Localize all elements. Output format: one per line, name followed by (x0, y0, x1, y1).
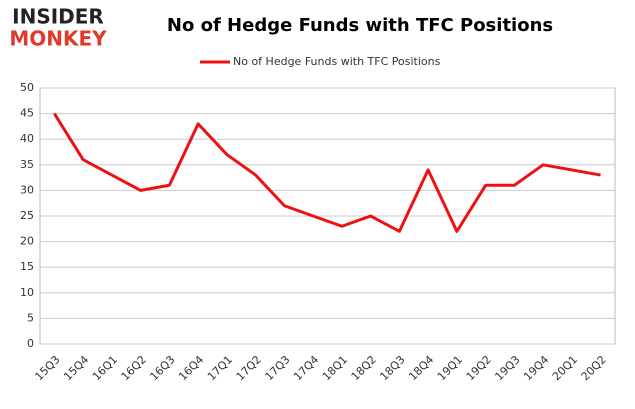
y-tick-label: 5 (27, 311, 34, 324)
y-tick-label: 15 (20, 260, 34, 273)
y-tick-label: 25 (20, 209, 34, 222)
y-tick-label: 0 (27, 337, 34, 350)
y-tick-label: 10 (20, 286, 34, 299)
y-tick-label: 20 (20, 235, 34, 248)
y-tick-label: 35 (20, 158, 34, 171)
logo-line2: MONKEY (9, 27, 107, 51)
y-tick-label: 30 (20, 183, 34, 196)
series-line (53, 112, 601, 233)
y-tick-label: 45 (20, 107, 34, 120)
y-tick-label: 40 (20, 132, 34, 145)
chart-title: No of Hedge Funds with TFC Positions (167, 15, 553, 36)
y-tick-label: 50 (20, 81, 34, 94)
logo-line1: INSIDER (12, 5, 104, 29)
legend-label: No of Hedge Funds with TFC Positions (233, 55, 441, 68)
